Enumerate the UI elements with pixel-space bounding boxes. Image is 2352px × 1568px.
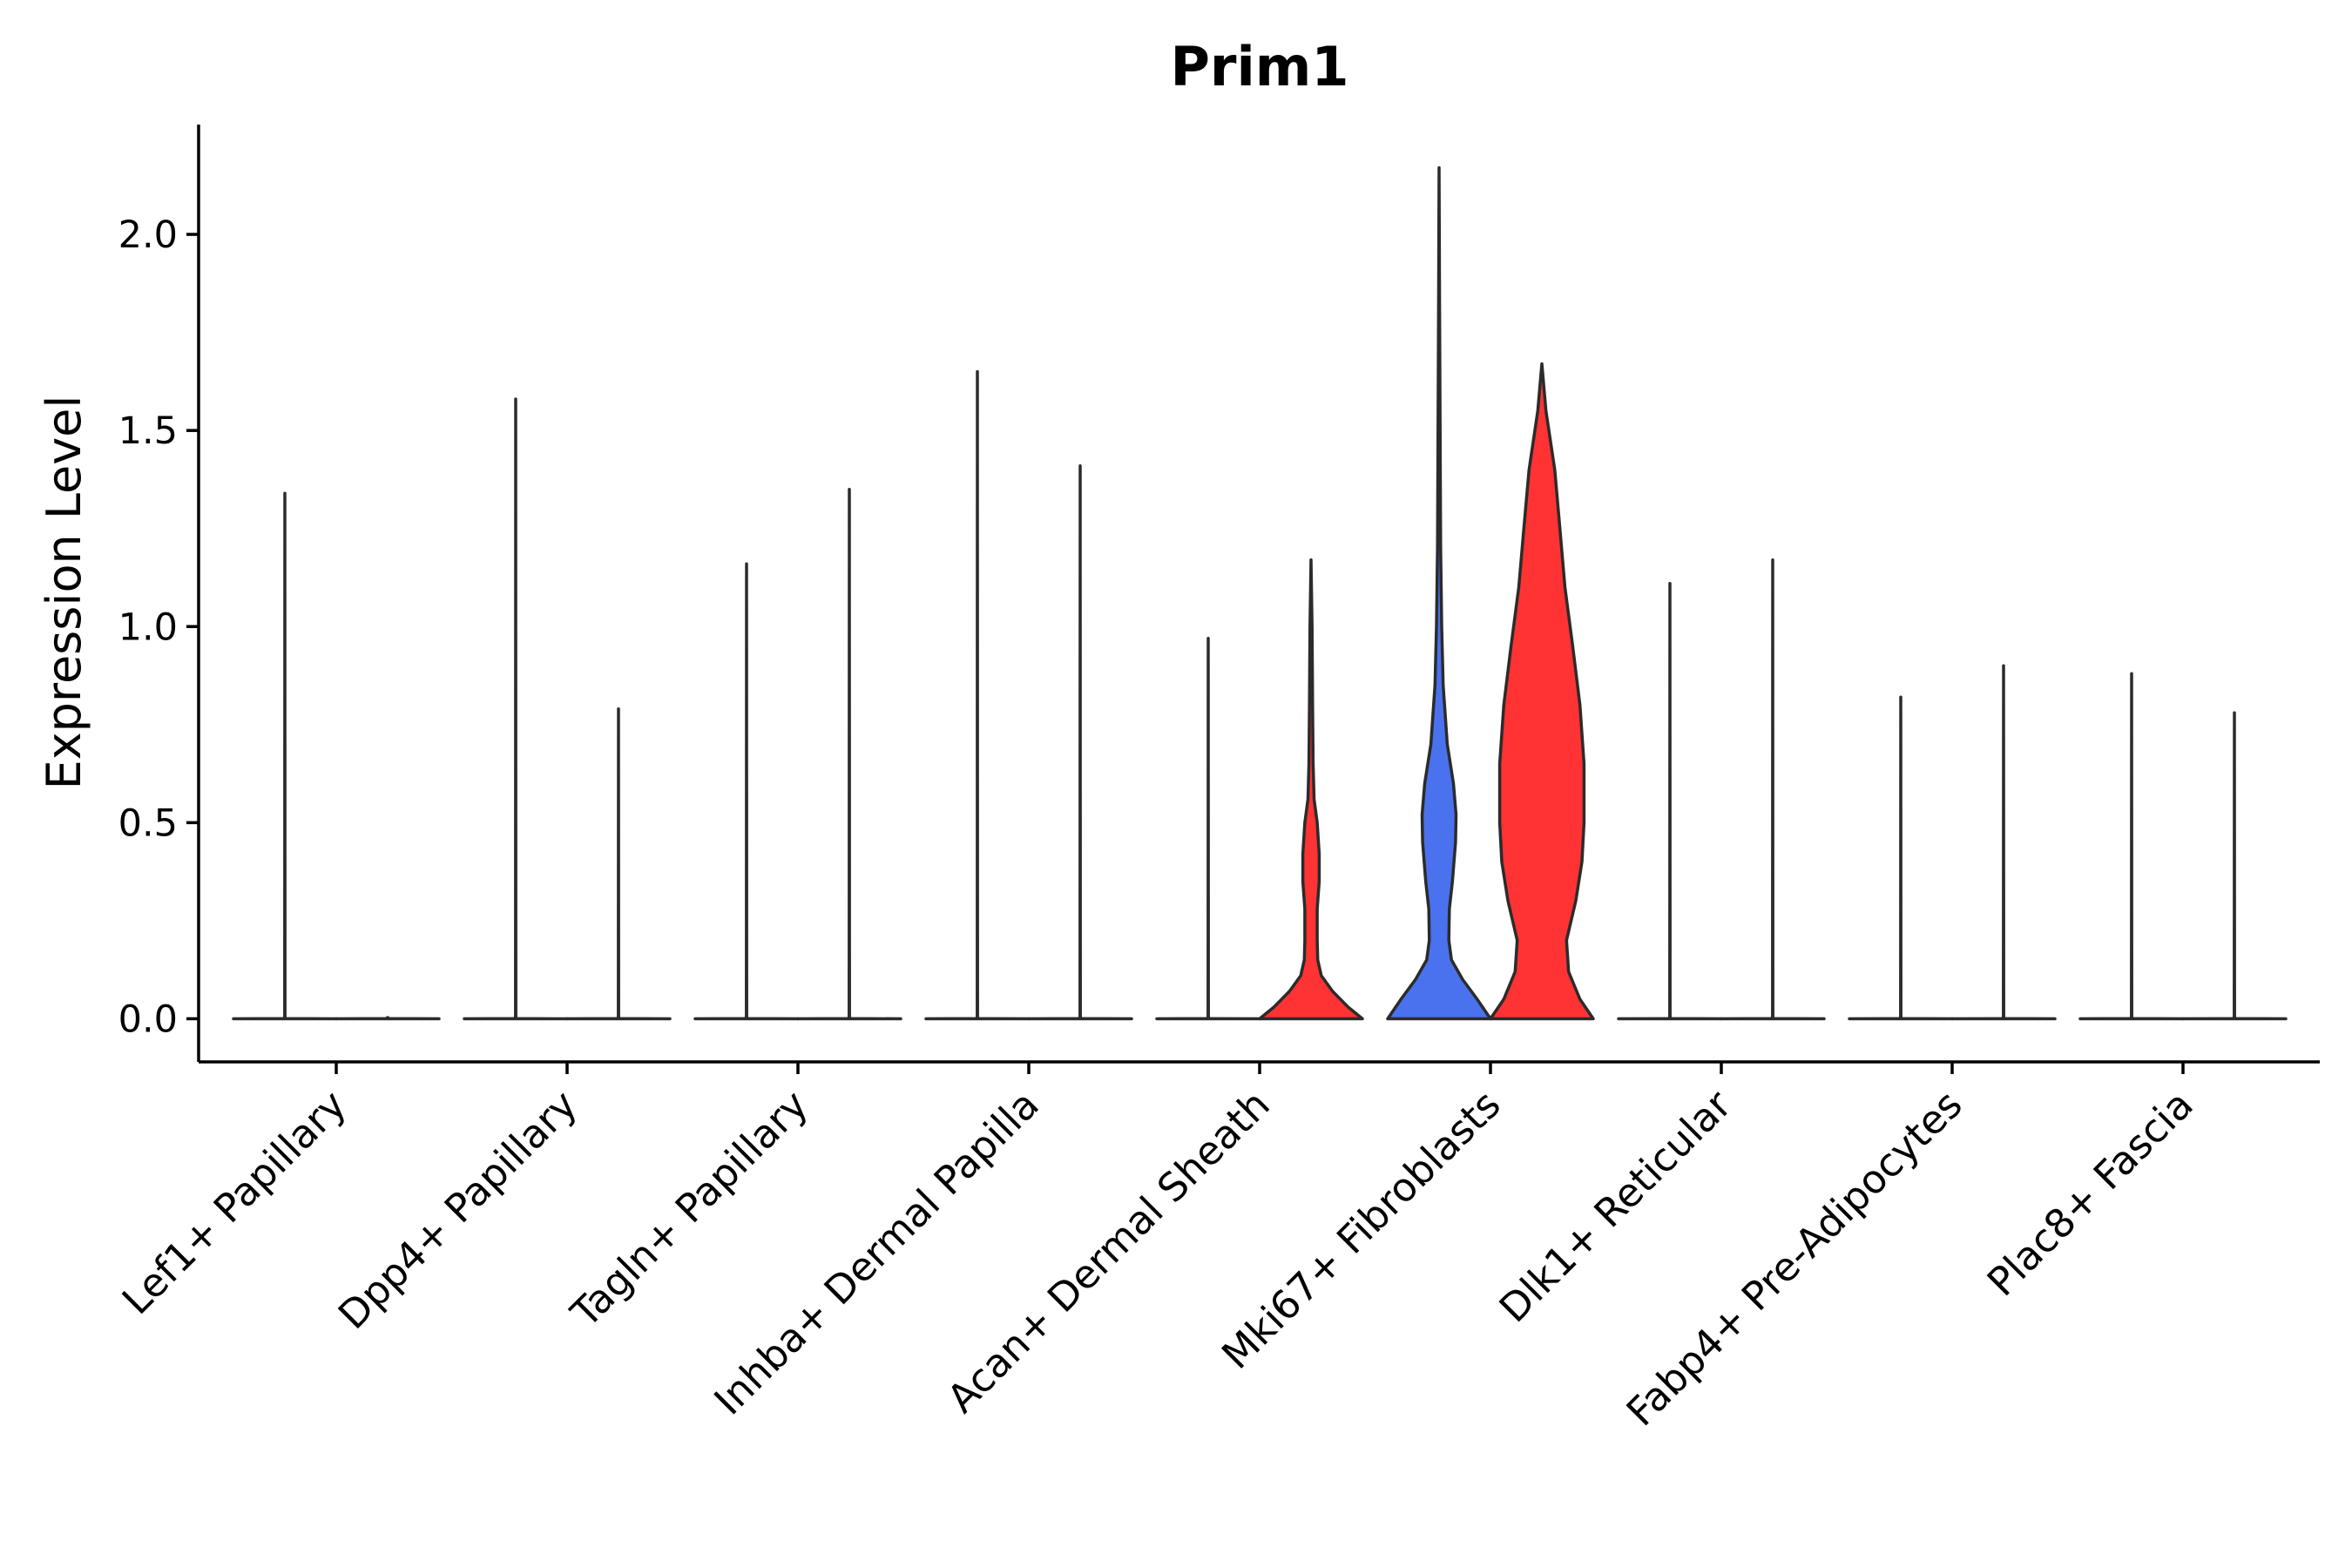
violin-dpp4-papillary-group-1	[463, 397, 569, 1021]
y-axis-label: Expression Level	[37, 395, 91, 790]
violin-acan-dermal-sheath-group-2	[1258, 558, 1364, 1021]
violin-fabp4-pre-adipocytes-group-2	[1950, 664, 2057, 1021]
violin-acan-dermal-sheath-group-1	[1155, 637, 1261, 1021]
violin-tagln-papillary-group-1	[693, 562, 800, 1021]
y-tick-label: 1.5	[118, 409, 178, 453]
y-tick-label: 2.0	[118, 213, 178, 257]
category-label-lef1-papillary: Lef1+ Papillary	[113, 1081, 355, 1323]
category-label-dlk1-reticular: Dlk1+ Reticular	[1490, 1081, 1740, 1331]
y-ticks: 0.0 0.5 1.0 1.5 2.0	[118, 213, 199, 1041]
violin-dlk1-reticular-group-2	[1720, 558, 1826, 1021]
chart-title: Prim1	[1170, 35, 1348, 98]
violin-lef1-papillary-group-2	[335, 1016, 441, 1021]
y-tick-label: 0.5	[118, 801, 178, 845]
y-tick-label: 1.0	[118, 605, 178, 649]
violin-dlk1-reticular-group-1	[1617, 581, 1723, 1021]
violin-inhba-dermal-papilla-group-2	[1027, 463, 1133, 1021]
violin-dpp4-papillary-group-2	[565, 707, 672, 1021]
category-label-dpp4-papillary: Dpp4+ Papillary	[329, 1081, 586, 1338]
violin-tagln-papillary-group-2	[796, 487, 902, 1021]
violin-mki67-fibroblasts-group-2	[1489, 362, 1595, 1021]
violin-lef1-papillary-group-1	[232, 491, 338, 1021]
violin-plac8-fascia-group-2	[2181, 711, 2288, 1021]
y-tick-label: 0.0	[118, 997, 178, 1041]
violin-mki67-fibroblasts-group-1	[1386, 166, 1492, 1021]
violin-plac8-fascia-group-1	[2078, 672, 2185, 1021]
violin-inhba-dermal-papilla-group-1	[924, 369, 1031, 1021]
violins-layer	[232, 166, 2288, 1021]
category-label-plac8-fascia: Plac8+ Fascia	[1978, 1081, 2202, 1305]
category-label-tagln-papillary: Tagln+ Papillary	[562, 1081, 817, 1336]
violin-fabp4-pre-adipocytes-group-1	[1848, 695, 1954, 1021]
